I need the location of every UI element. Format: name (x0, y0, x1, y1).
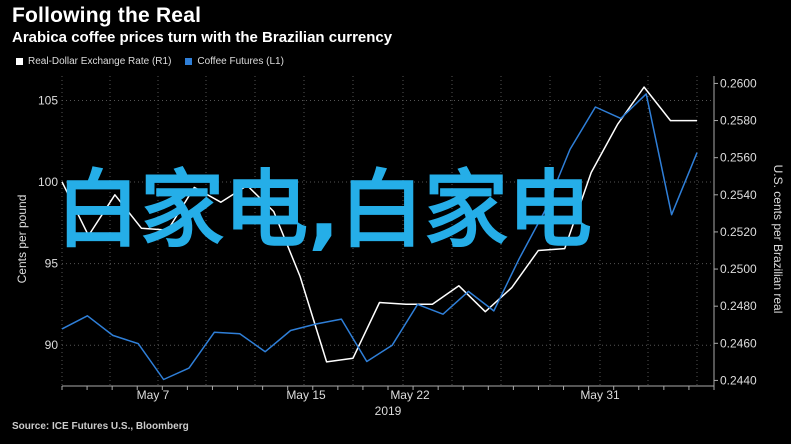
right-axis-tick-label: 0.2560 (720, 151, 757, 165)
chart-subtitle: Arabica coffee prices turn with the Braz… (12, 29, 393, 46)
legend-item-coffee-futures: Coffee Futures (L1) (185, 56, 284, 67)
x-axis-year-label: 2019 (375, 404, 402, 418)
right-axis-tick-label: 0.2480 (720, 299, 757, 313)
right-axis-tick-label: 0.2580 (720, 114, 757, 128)
chart-legend: Real-Dollar Exchange Rate (R1) Coffee Fu… (16, 56, 284, 67)
series-line-coffee-futures (61, 93, 698, 381)
right-axis-tick-label: 0.2460 (720, 336, 757, 350)
series-line-exchange-rate (61, 86, 697, 363)
left-axis-tick-label: 90 (45, 338, 59, 352)
x-axis-tick-label: May 31 (580, 388, 620, 402)
legend-swatch-exchange-rate (16, 58, 23, 65)
left-axis-tick-label: 95 (45, 257, 59, 271)
right-axis-tick-label: 0.2600 (720, 76, 757, 90)
right-axis-tick-label: 0.2540 (720, 188, 757, 202)
x-axis-tick-label: May 22 (390, 388, 430, 402)
left-axis-title: Cents per pound (15, 195, 29, 284)
x-axis-tick-label: May 7 (137, 388, 170, 402)
right-axis-tick-label: 0.2440 (720, 373, 757, 387)
left-axis-tick-label: 100 (38, 175, 58, 189)
legend-label-exchange-rate: Real-Dollar Exchange Rate (R1) (28, 56, 172, 67)
right-axis-title: U.S. cents per Brazilian real (771, 165, 785, 314)
legend-label-coffee-futures: Coffee Futures (L1) (197, 56, 284, 67)
right-axis-tick-label: 0.2500 (720, 262, 757, 276)
legend-swatch-coffee-futures (185, 58, 193, 65)
source-note: Source: ICE Futures U.S., Bloomberg (12, 421, 189, 432)
left-axis-tick-label: 105 (38, 93, 58, 107)
x-axis-tick-label: May 15 (286, 388, 326, 402)
right-axis-tick-label: 0.2520 (720, 225, 757, 239)
legend-item-exchange-rate: Real-Dollar Exchange Rate (R1) (16, 56, 171, 67)
chart-title: Following the Real (12, 4, 202, 27)
